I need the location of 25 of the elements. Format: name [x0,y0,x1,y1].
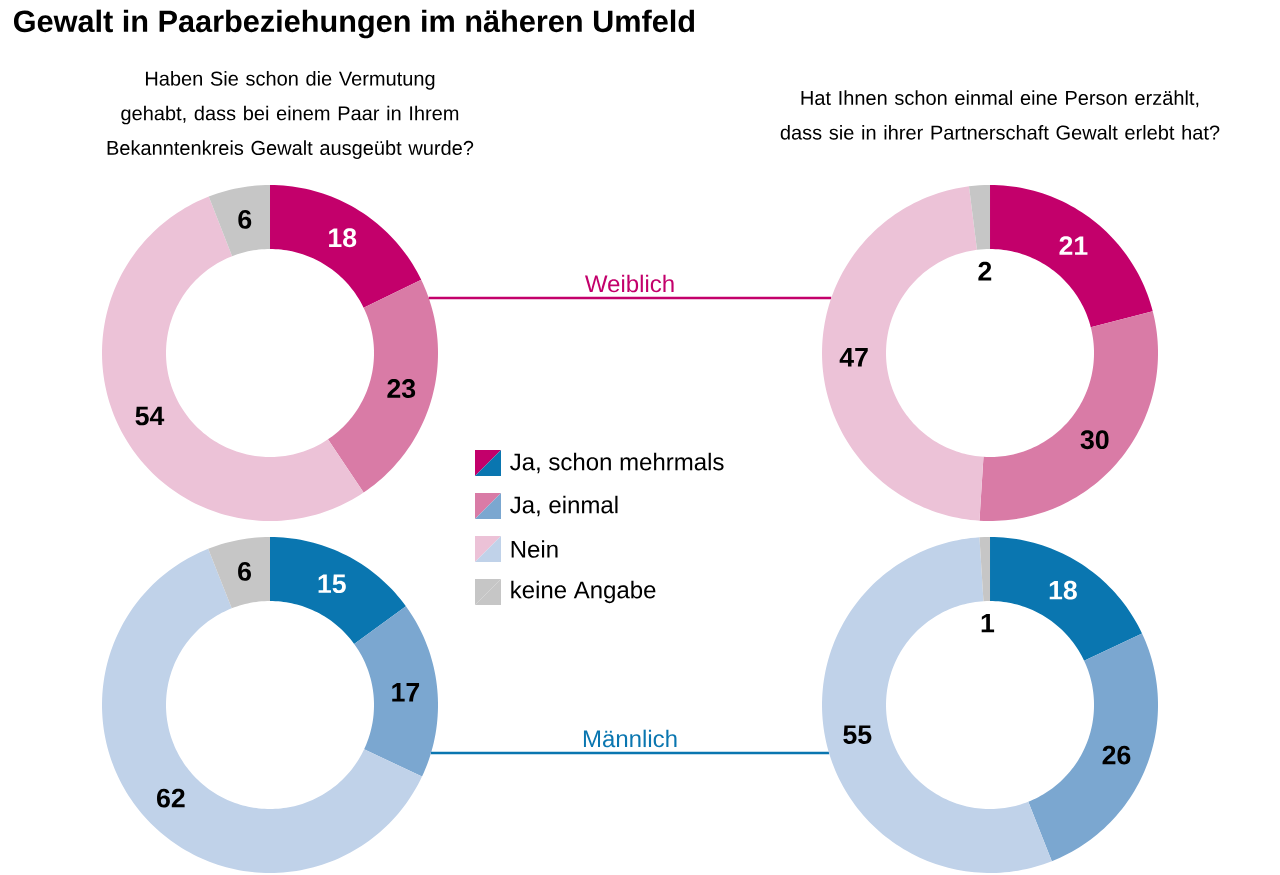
data-label: 18 [1049,580,1077,600]
data-label: 23 [387,379,416,398]
data-label: 1 [981,613,995,633]
data-label: 62 [157,788,185,808]
text: Männlich [583,729,677,748]
data-label: 15 [318,574,346,594]
data-label: 18 [329,228,357,248]
data-label: 6 [238,209,252,229]
legend-label: keine Angabe [511,580,656,604]
chart-subtitle: Haben Sie schon die Vermutung gehabt, dass bei einem Paar in Ihrem Bekanntenkreis Gewalt ausgeübt wurde? [107,71,474,159]
data-label: 2 [978,261,992,281]
legend-label: Ja, schon mehrmals [510,452,724,474]
chart-title: Gewalt in Paarbeziehungen im näheren Umfeld [13,9,695,39]
data-label: 55 [843,725,872,744]
text: Weiblich [584,274,674,293]
data-label: 47 [839,348,868,367]
data-label: 17 [392,683,420,702]
data-label: 6 [238,561,251,581]
data-label: 30 [1080,430,1109,450]
data-label: 21 [1059,236,1088,255]
legend-label: Nein [511,540,558,558]
legend-label: Ja, einmal [510,495,618,517]
data-label: 54 [135,406,165,426]
chart-subtitle: Hat Ihnen schon einmal eine Person erzählt, dass sie in ihrer Partnerschaft Gewalt erlebt hat? [780,90,1220,140]
data-label: 26 [1102,745,1131,765]
